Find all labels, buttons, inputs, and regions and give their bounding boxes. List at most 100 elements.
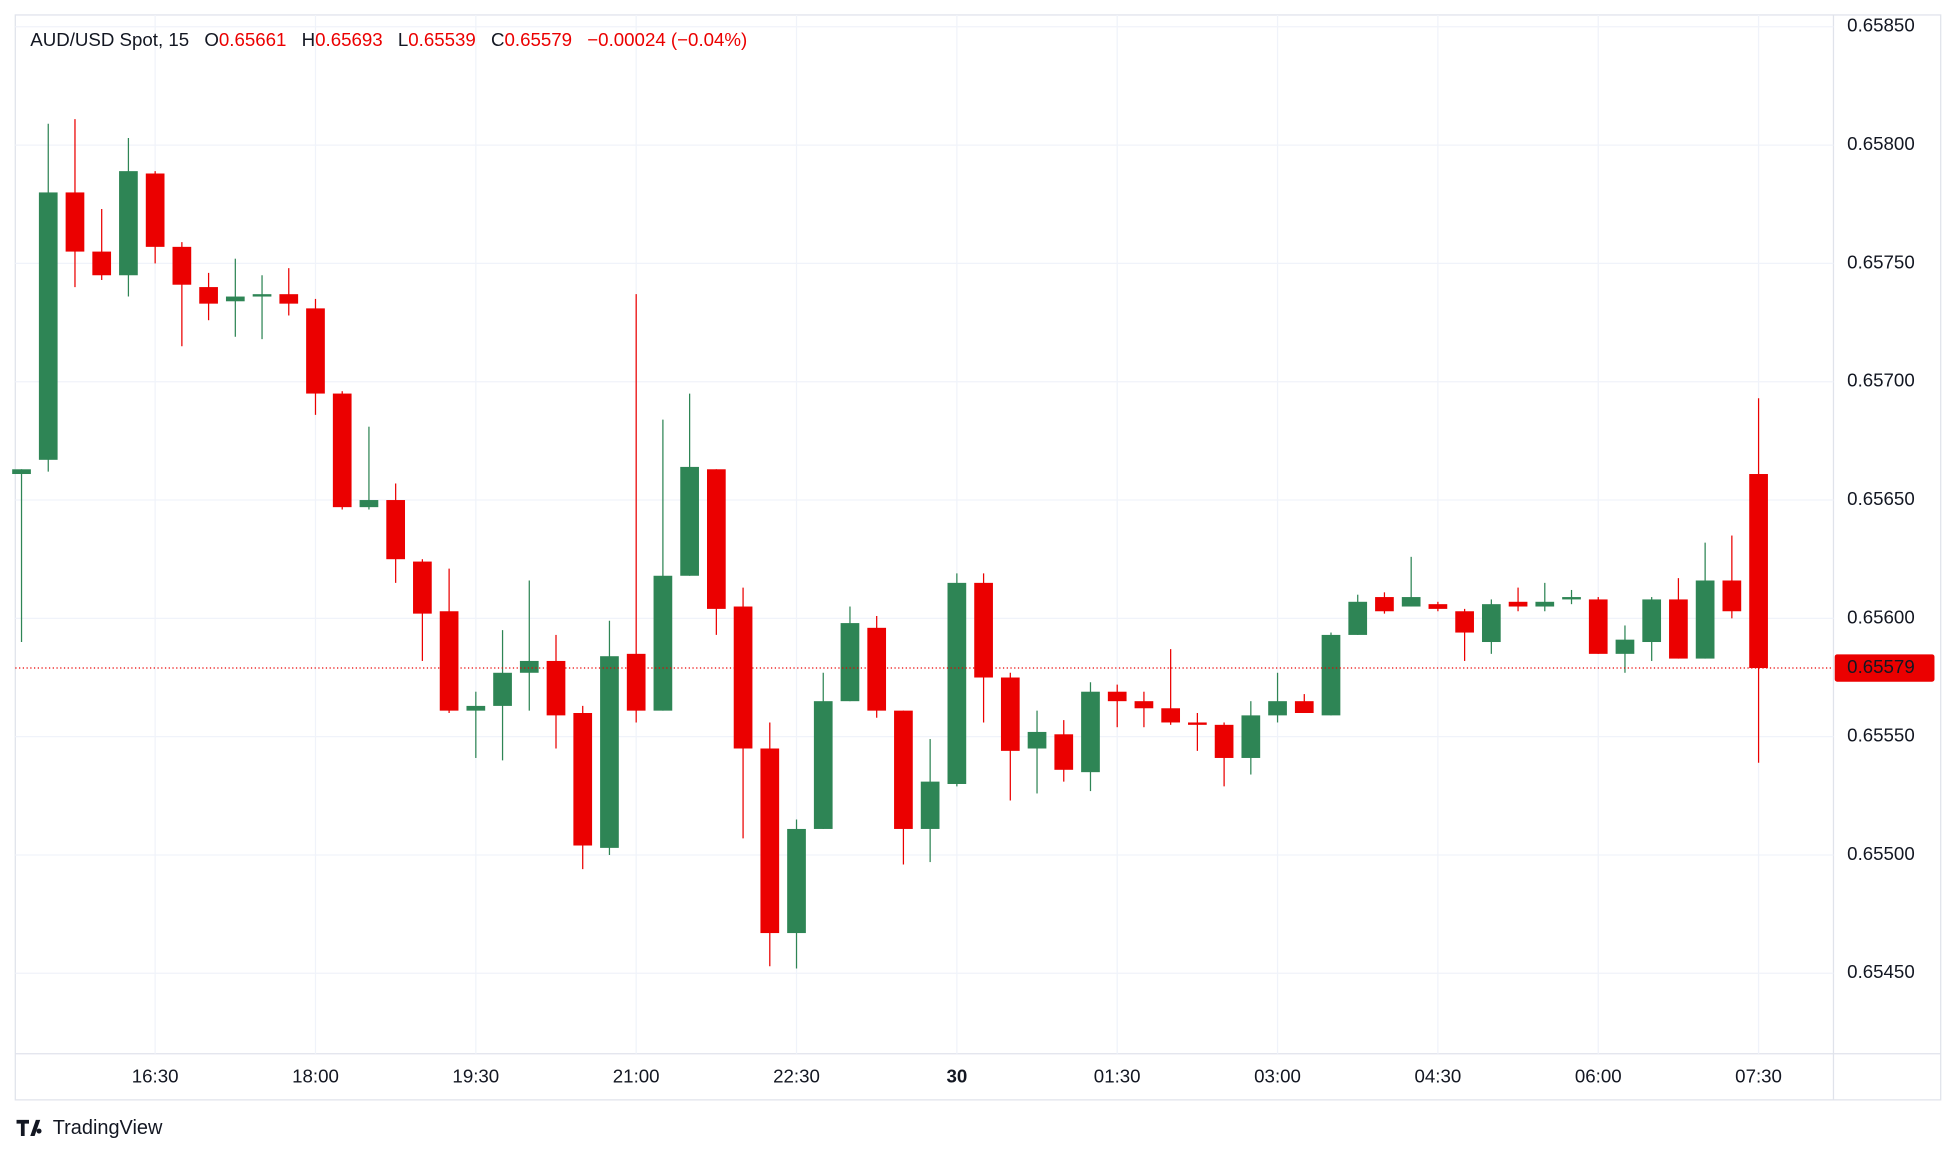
x-tick-label: 16:30: [132, 1065, 179, 1086]
candle-body: [439, 611, 459, 711]
last-price-tag: [1834, 654, 1935, 682]
y-tick-label: 0.65650: [1847, 488, 1915, 509]
candle-body: [1535, 601, 1555, 607]
candle-body: [1669, 599, 1688, 659]
candle-body: [1722, 580, 1742, 612]
candle-body: [466, 705, 486, 711]
candle-body: [12, 469, 31, 475]
x-tick-label: 22:30: [773, 1065, 820, 1086]
candle-body: [1321, 634, 1341, 716]
candles: [12, 119, 1834, 969]
candle-body: [92, 251, 112, 276]
candle-body: [974, 582, 993, 678]
candle-body: [386, 500, 406, 560]
x-tick-label: 21:00: [613, 1065, 660, 1086]
candle-body: [1642, 599, 1662, 643]
branding: TradingView: [16, 1117, 163, 1139]
candle-body: [813, 701, 833, 829]
candle-body: [1081, 691, 1100, 773]
candle-body: [38, 192, 58, 460]
candle-body: [600, 656, 619, 848]
candle-body: [1401, 597, 1421, 607]
x-tick-label: 03:00: [1254, 1065, 1301, 1086]
ohlc-value: 0.65539: [408, 29, 476, 50]
candle-body: [1134, 701, 1154, 709]
candle-body: [1455, 611, 1474, 633]
grid: [15, 14, 1834, 1054]
change-label: −0.00024 (−0.04%): [587, 29, 747, 50]
candle-body: [653, 575, 673, 711]
candle-body: [493, 672, 512, 706]
candle-body: [252, 294, 272, 297]
candle-body: [894, 710, 913, 829]
symbol-title: AUD/USD Spot, 15: [30, 29, 189, 50]
x-tick-label: 01:30: [1094, 1065, 1141, 1086]
candle-body: [1562, 597, 1581, 600]
candle-body: [172, 246, 192, 285]
candle-body: [1214, 724, 1234, 758]
ohlc-value: 0.65579: [505, 29, 573, 50]
branding-text: TradingView: [53, 1117, 163, 1139]
candle-body: [1107, 691, 1127, 702]
candle-body: [1161, 708, 1181, 723]
candle-body: [840, 623, 860, 702]
candle-body: [1348, 601, 1368, 635]
x-tick-label: 30: [946, 1065, 967, 1086]
candle-body: [65, 192, 85, 252]
ohlc-label: O: [204, 29, 219, 50]
candle-body: [279, 294, 299, 304]
candle-body: [1188, 722, 1207, 725]
candle-body: [519, 660, 539, 673]
ohlc-label: C: [491, 29, 505, 50]
x-tick-label: 19:30: [452, 1065, 499, 1086]
legend-header: AUD/USD Spot, 15 O0.65661 H0.65693 L0.65…: [30, 29, 747, 50]
candle-body: [1428, 604, 1448, 609]
candle-body: [1375, 597, 1394, 612]
y-tick-label: 0.65800: [1847, 133, 1915, 154]
y-tick-label: 0.65500: [1847, 843, 1915, 864]
y-tick-label: 0.65750: [1847, 251, 1915, 272]
candle-body: [760, 748, 780, 934]
candle-body: [920, 781, 940, 829]
candle-body: [1588, 599, 1608, 654]
candle-body: [867, 627, 887, 711]
y-tick-label: 0.65550: [1847, 725, 1915, 746]
candle-body: [119, 171, 138, 276]
candle-body: [1054, 734, 1074, 770]
candle-body: [1615, 639, 1635, 654]
chart-frame: [14, 14, 1942, 1101]
candle-body: [1000, 677, 1020, 751]
ohlc-value: 0.65693: [315, 29, 383, 50]
y-tick-label: 0.65850: [1847, 15, 1915, 36]
ohlc-value: 0.65661: [219, 29, 287, 50]
candle-body: [546, 660, 566, 716]
candle-body: [359, 500, 379, 508]
candle-body: [573, 713, 593, 846]
candle-body: [413, 561, 432, 614]
y-tick-label: 0.65700: [1847, 370, 1915, 391]
candle-body: [225, 296, 245, 302]
ohlc-label: H: [302, 29, 315, 50]
y-tick-label: 0.65450: [1847, 961, 1915, 982]
candle-body: [680, 466, 699, 576]
candle-body: [733, 606, 753, 749]
candle-body: [332, 393, 352, 508]
candle-body: [1508, 601, 1528, 607]
candle-body: [1268, 701, 1287, 716]
candle-body: [706, 469, 726, 609]
candle-body: [1027, 731, 1047, 749]
candle-body: [1695, 580, 1715, 659]
x-tick-label: 06:00: [1575, 1065, 1622, 1086]
candle-body: [199, 287, 218, 304]
candle-body: [947, 582, 967, 784]
x-tick-label: 18:00: [292, 1065, 339, 1086]
candle-body: [626, 653, 646, 711]
candle-body: [1749, 474, 1768, 669]
x-tick-label: 04:30: [1415, 1065, 1462, 1086]
candle-body: [1294, 701, 1314, 714]
ohlc-label: L: [398, 29, 408, 50]
candle-body: [1241, 715, 1261, 758]
last-price-label: 0.65579: [1847, 656, 1915, 677]
y-tick-label: 0.65600: [1847, 606, 1915, 627]
